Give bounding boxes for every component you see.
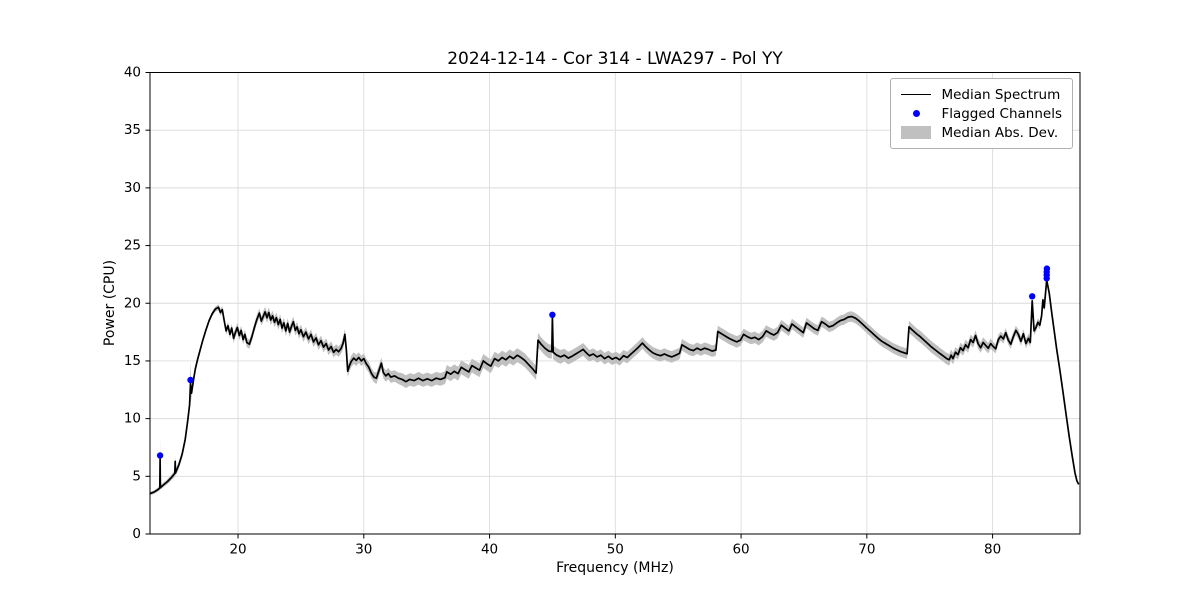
y-tick-label: 10 [124,411,141,427]
x-tick-label: 80 [984,542,1001,558]
legend-item-flagged-channels: Flagged Channels [900,106,1062,122]
x-tick-label: 20 [229,542,246,558]
y-tick-label: 40 [124,65,141,81]
x-tick-label: 50 [607,542,624,558]
x-tick-label: 30 [355,542,372,558]
mad-band-layer [150,276,1079,496]
x-tick-label: 40 [481,542,498,558]
legend-label: Median Spectrum [941,86,1061,103]
plot-title: 2024-12-14 - Cor 314 - LWA297 - Pol YY [447,49,783,69]
y-tick-label: 25 [124,238,141,254]
y-tick-label: 20 [124,295,141,311]
y-tick-label: 30 [124,180,141,196]
y-tick-label: 5 [132,468,141,484]
legend-dot-sample [900,110,932,117]
flagged-channel-dot [156,452,164,459]
median-spectrum-line [149,279,1080,495]
flagged-channel-dot [549,311,556,318]
x-axis-label: Frequency (MHz) [556,560,674,576]
y-tick-label: 15 [124,353,141,369]
legend-patch-sample [900,126,932,139]
legend-label: Flagged Channels [941,105,1062,122]
legend-line-sample [900,94,932,95]
legend-label: Median Abs. Dev. [941,124,1059,141]
x-tick-label: 60 [732,542,749,558]
flagged-channel-dot-icon [912,110,920,117]
y-tick-label: 0 [132,526,141,542]
median-spectrum-layer [149,279,1080,495]
flagged-channel-dot [1029,293,1036,300]
flagged-channel-dot [1043,265,1051,272]
median-spectrum-line-icon [901,94,932,95]
axis-ticks: 20 30 40 50 60 70 80 0 5 10 15 20 25 30 35 40 [124,65,1001,558]
legend: Median Spectrum Flagged Channels Median … [890,78,1073,149]
y-tick-label: 35 [124,122,141,138]
mad-band [150,276,1079,496]
x-tick-label: 70 [858,542,875,558]
legend-item-median-abs-dev: Median Abs. Dev. [900,125,1062,141]
mad-band-patch-icon [901,126,932,139]
grid-lines [150,72,1080,535]
flagged-channels-layer [156,265,1051,459]
flagged-channel-dot [187,376,194,384]
legend-item-median-spectrum: Median Spectrum [900,87,1062,103]
y-axis-label: Power (CPU) [102,259,118,347]
